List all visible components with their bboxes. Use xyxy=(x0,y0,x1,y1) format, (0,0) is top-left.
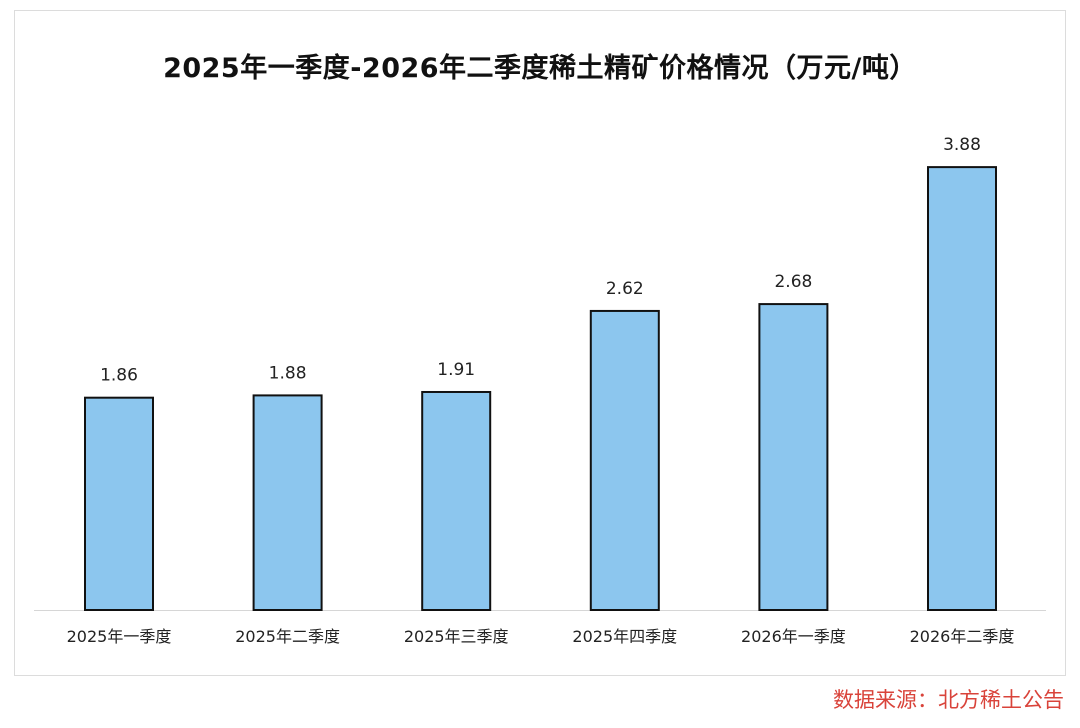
bar xyxy=(758,303,829,611)
x-tick-label: 2025年二季度 xyxy=(235,627,340,646)
bar xyxy=(589,309,660,611)
x-tick-label: 2025年一季度 xyxy=(67,627,172,646)
bar-value-label: 2.68 xyxy=(774,272,812,292)
bar-value-label: 1.91 xyxy=(437,360,475,380)
bar xyxy=(421,390,492,612)
x-tick-label: 2026年二季度 xyxy=(910,627,1015,646)
bar-value-label: 3.88 xyxy=(943,135,981,155)
x-tick-label: 2026年一季度 xyxy=(741,627,846,646)
source-note: 数据来源：北方稀土公告 xyxy=(833,688,1064,712)
bar-value-label: 2.62 xyxy=(606,279,644,299)
bar-value-label: 1.86 xyxy=(100,366,138,386)
bar xyxy=(252,394,323,611)
x-tick-label: 2025年四季度 xyxy=(572,627,677,646)
chart-frame xyxy=(14,10,1066,676)
bar-value-label: 1.88 xyxy=(269,363,307,383)
x-tick-label: 2025年三季度 xyxy=(404,627,509,646)
bar xyxy=(927,166,997,612)
chart-title: 2025年一季度-2026年二季度稀土精矿价格情况（万元/吨） xyxy=(163,53,917,84)
bar xyxy=(84,396,154,611)
